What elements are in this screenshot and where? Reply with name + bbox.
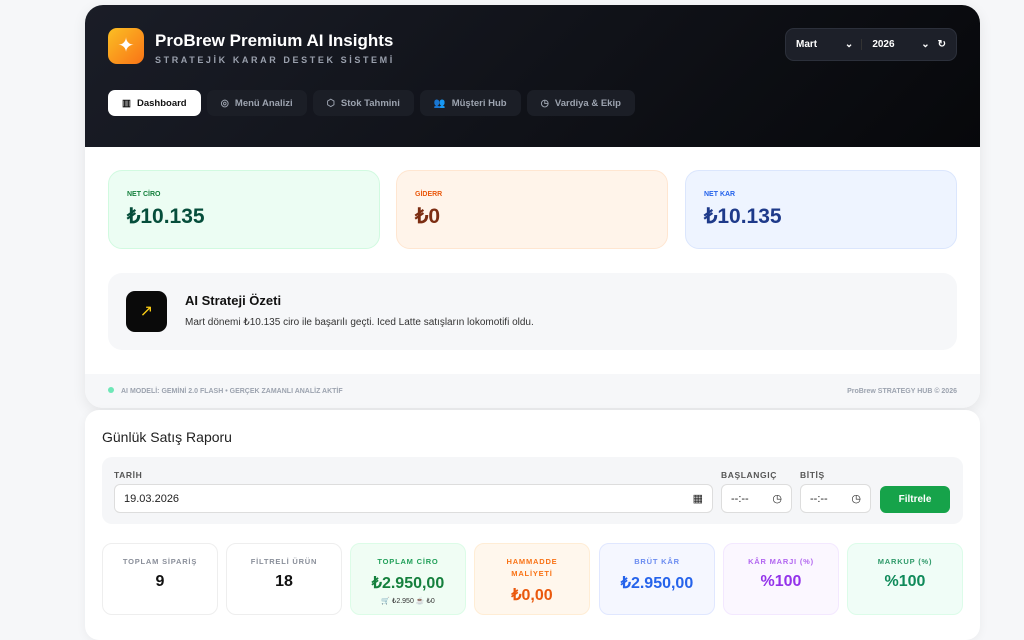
tab-stock-forecast[interactable]: ⬡ Stok Tahmini	[312, 90, 414, 116]
ai-summary-title: AI Strateji Özeti	[185, 293, 282, 308]
ai-summary: ↗ AI Strateji Özeti Mart dönemi ₺10.135 …	[108, 273, 957, 350]
refresh-icon[interactable]: ↻	[937, 39, 947, 50]
trending-up-icon: ↗	[126, 291, 167, 332]
start-time-input[interactable]: --:-- ◷	[721, 484, 792, 513]
footer: AI MODELİ: GEMİNİ 2.0 FLASH • GERÇEK ZAM…	[85, 374, 980, 408]
metric-total-revenue: TOPLAM CİRO ₺2.950,00 🛒 ₺2.950 ☕ ₺0	[350, 543, 466, 615]
metric-markup: MARKUP (%) %100	[847, 543, 963, 615]
metric-profit-margin: KÂR MARJI (%) %100	[723, 543, 839, 615]
clock-icon: ◷	[540, 97, 549, 109]
tab-dashboard[interactable]: ▥ Dashboard	[108, 90, 201, 116]
insights-card: ✦ ProBrew Premium AI Insights STRATEJİK …	[85, 5, 980, 408]
daily-sales-report: Günlük Satış Raporu TARİH 19.03.2026 ▦ BA…	[85, 410, 980, 640]
month-select[interactable]: Mart	[796, 39, 818, 50]
kpi-net-revenue: NET CİRO ₺10.135	[108, 170, 380, 249]
metric-raw-material-cost: HAMMADDE MALİYETİ ₺0,00	[474, 543, 590, 615]
clock-icon: ◷	[772, 493, 782, 505]
kpi-expenses: GİDERR ₺0	[396, 170, 668, 249]
calendar-icon[interactable]: ▦	[692, 493, 703, 505]
clock-icon: ◷	[851, 493, 861, 505]
metric-gross-profit: BRÜT KÂR ₺2.950,00	[599, 543, 715, 615]
period-selector: Mart ⌄ 2026 ⌄ ↻	[785, 28, 957, 61]
filter-button[interactable]: Filtrele	[880, 486, 950, 513]
tab-customer-hub[interactable]: 👥 Müşteri Hub	[419, 90, 521, 116]
tab-menu-analysis[interactable]: ◎ Menü Analizi	[206, 90, 307, 116]
year-select[interactable]: 2026	[861, 39, 913, 50]
chevron-down-icon: ⌄	[921, 39, 930, 50]
date-input[interactable]: 19.03.2026 ▦	[114, 484, 713, 513]
chevron-down-icon: ⌄	[844, 39, 854, 50]
header: ✦ ProBrew Premium AI Insights STRATEJİK …	[85, 5, 980, 147]
filter-bar: TARİH 19.03.2026 ▦ BAŞLANGIÇ --:-- ◷ BİTİŞ…	[102, 457, 963, 524]
tab-bar: ▥ Dashboard ◎ Menü Analizi ⬡ Stok Tahmini 👥…	[108, 90, 635, 116]
app-subtitle: STRATEJİK KARAR DESTEK SİSTEMİ	[155, 55, 395, 65]
report-title: Günlük Satış Raporu	[102, 429, 232, 445]
target-icon: ◎	[220, 97, 229, 109]
ai-summary-text: Mart dönemi ₺10.135 ciro ile başarılı ge…	[185, 317, 534, 328]
status-dot	[108, 387, 114, 393]
box-icon: ⬡	[326, 97, 335, 109]
tab-shift-team[interactable]: ◷ Vardiya & Ekip	[526, 90, 635, 116]
end-time-input[interactable]: --:-- ◷	[800, 484, 871, 513]
sparkles-icon: ✦	[108, 28, 144, 64]
app-title: ProBrew Premium AI Insights	[155, 31, 394, 50]
kpi-net-profit: NET KAR ₺10.135	[685, 170, 957, 249]
metric-total-orders: TOPLAM SİPARİŞ 9	[102, 543, 218, 615]
bar-chart-icon: ▥	[122, 97, 131, 109]
users-icon: 👥	[433, 97, 446, 109]
metric-filtered-products: FİLTRELİ ÜRÜN 18	[226, 543, 342, 615]
